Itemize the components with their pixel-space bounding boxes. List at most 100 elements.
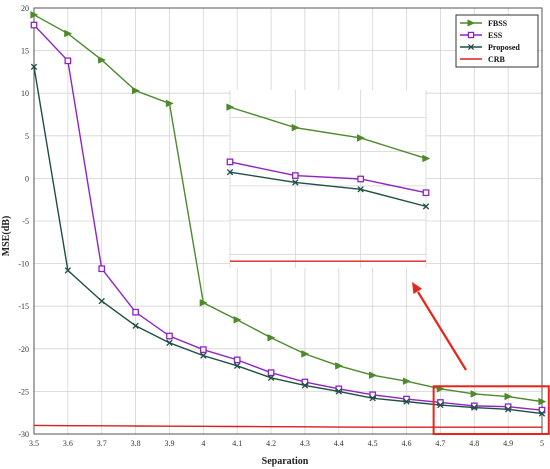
data-point-marker	[98, 265, 106, 273]
data-point-marker	[199, 298, 208, 307]
data-point-marker	[30, 11, 39, 19]
x-tick-label: 4.4	[334, 439, 344, 448]
legend-item-fbss: FBSS	[460, 19, 508, 28]
plot-frame	[33, 7, 543, 435]
y-tick-label: -10	[18, 260, 29, 269]
data-point-marker	[301, 382, 309, 389]
inset-series-line-proposed	[229, 171, 427, 208]
data-point-marker	[200, 352, 207, 359]
legend-item-crb: CRB	[460, 55, 506, 64]
legend-label: Proposed	[488, 43, 520, 52]
x-tick-label: 4.2	[266, 439, 276, 448]
inset-series-fbss	[226, 103, 431, 163]
data-point-marker	[403, 398, 410, 405]
x-tick-label: 4.7	[435, 439, 445, 448]
x-tick-label: 4.3	[300, 439, 310, 448]
x-tick-label: 3.9	[164, 439, 174, 448]
data-point-marker	[98, 56, 107, 64]
data-point-marker	[267, 374, 275, 381]
legend-label: ESS	[488, 31, 503, 40]
y-tick-label: 10	[21, 89, 29, 98]
data-point-marker	[357, 175, 365, 183]
data-point-marker	[64, 267, 72, 274]
x-tick-label: 3.6	[63, 439, 73, 448]
x-tick-label: 4.9	[503, 439, 513, 448]
x-axis-label: Separation	[262, 456, 309, 467]
data-point-marker	[470, 402, 478, 410]
zoom-arrow-head	[412, 282, 423, 294]
legend-item-ess: ESS	[460, 31, 503, 40]
y-tick-label: -15	[18, 302, 29, 311]
y-tick-label: -25	[18, 387, 29, 396]
zoom-inset	[226, 90, 431, 268]
data-point-marker	[470, 390, 479, 398]
legend-label: CRB	[488, 55, 506, 64]
data-point-marker	[335, 388, 342, 395]
data-point-marker	[504, 392, 513, 401]
data-point-marker	[291, 123, 300, 132]
data-point-marker	[30, 21, 38, 29]
data-point-marker	[132, 308, 139, 316]
zoom-highlight	[412, 282, 550, 435]
data-point-marker	[226, 103, 235, 111]
legend: FBSS ESS Proposed CRB	[455, 14, 539, 68]
highlight-box	[432, 385, 550, 435]
series-line-crb	[33, 424, 542, 428]
zoom-arrow	[417, 291, 467, 371]
data-point-marker	[226, 158, 234, 166]
y-tick-labels: -30 -25 -20 -15 -10 -5 0 5 10 15 20	[18, 4, 29, 439]
data-point-marker	[402, 377, 411, 385]
data-point-marker	[132, 322, 139, 329]
y-tick-label: -30	[18, 430, 29, 439]
x-tick-label: 3.5	[29, 439, 39, 448]
y-tick-label: 20	[21, 4, 29, 13]
data-point-marker	[199, 346, 207, 354]
y-tick-label: -5	[22, 217, 29, 226]
x-tick-label: 3.8	[131, 439, 141, 448]
x-tick-label: 4.8	[469, 439, 479, 448]
inset-series-line-fbss	[229, 106, 427, 160]
data-point-marker	[467, 31, 475, 39]
x-tick-label: 4.6	[402, 439, 412, 448]
data-point-marker	[437, 401, 444, 409]
inset-background	[230, 90, 426, 268]
y-axis-label: MSE(dB)	[1, 216, 12, 257]
legend-item-proposed: Proposed	[460, 43, 520, 52]
x-tick-label: 5	[540, 439, 544, 448]
inset-series-ess	[226, 158, 430, 197]
x-tick-label: 4	[201, 439, 205, 448]
data-point-marker	[422, 203, 430, 210]
data-point-marker	[166, 332, 173, 340]
data-point-marker	[538, 410, 546, 417]
inset-series-line-ess	[229, 161, 427, 194]
x-tick-label: 3.7	[97, 439, 107, 448]
series-line-ess	[33, 24, 543, 411]
data-point-marker	[64, 57, 72, 65]
y-tick-label: 0	[25, 174, 29, 183]
x-tick-labels: 3.5 3.6 3.7 3.8 3.9 4 4.1 4.2 4.3 4.4 4.5 4.6 4.7 4.8…	[29, 439, 544, 448]
data-point-marker	[267, 369, 275, 377]
series-line-proposed	[33, 66, 543, 415]
data-point-marker	[233, 356, 241, 364]
data-point-marker	[369, 371, 377, 380]
x-tick-label: 4.1	[232, 439, 242, 448]
data-point-marker	[357, 186, 364, 193]
data-point-marker	[233, 316, 242, 324]
data-point-marker	[538, 397, 547, 406]
series-lines	[30, 11, 547, 428]
series-line-fbss	[33, 14, 543, 403]
data-point-marker	[226, 168, 234, 176]
data-point-marker	[131, 86, 140, 95]
series-fbss	[30, 11, 547, 406]
data-point-marker	[292, 179, 299, 186]
series-crb	[33, 424, 542, 428]
data-point-marker	[422, 189, 430, 197]
legend-label: FBSS	[488, 19, 508, 28]
y-tick-label: -20	[18, 345, 29, 354]
x-tick-label: 4.5	[368, 439, 378, 448]
data-point-marker	[467, 43, 475, 51]
y-tick-label: 5	[25, 132, 29, 141]
data-point-marker	[504, 406, 512, 413]
series-ess	[30, 21, 546, 414]
